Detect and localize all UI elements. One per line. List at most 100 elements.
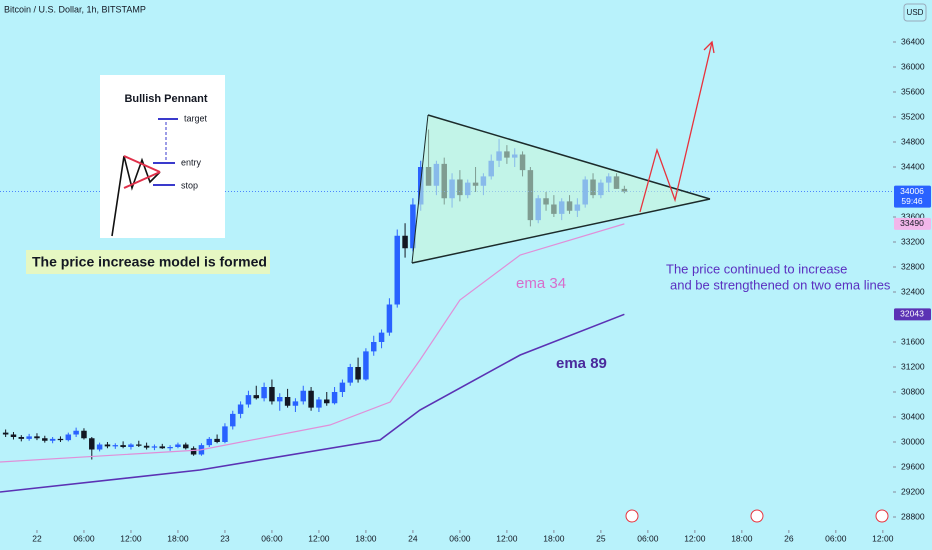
price-label-bg	[894, 308, 931, 321]
price-label: 32043	[900, 309, 924, 319]
candle-body	[167, 447, 173, 449]
event-icon[interactable]	[750, 509, 764, 523]
ema-line	[0, 223, 625, 463]
candle-body	[300, 390, 306, 402]
event-icon[interactable]	[875, 509, 889, 523]
candle-body	[34, 436, 40, 439]
y-tick-label: 34400	[901, 161, 925, 171]
candle-body	[49, 438, 56, 441]
candle-body	[42, 438, 48, 441]
x-tick-label: 24	[408, 533, 418, 543]
candle-body	[136, 444, 142, 446]
candle-body	[96, 444, 103, 450]
candle-body	[339, 382, 346, 392]
candle-body	[308, 390, 314, 408]
candle-body	[363, 351, 369, 380]
arrow-head	[703, 40, 715, 54]
y-tick-label: 35200	[901, 111, 925, 121]
x-tick-label: 12:00	[496, 533, 518, 543]
candle-body	[151, 446, 158, 448]
x-tick-label: 06:00	[825, 533, 847, 543]
candle-body	[190, 448, 197, 455]
x-tick-label: 18:00	[355, 533, 377, 543]
candle-body	[253, 395, 260, 399]
event-icon[interactable]	[625, 509, 639, 523]
pennant-fill	[412, 115, 710, 263]
candle-body	[206, 438, 213, 446]
y-tick-label: 34800	[901, 136, 925, 146]
y-tick-label: 35600	[901, 86, 925, 96]
candle-body	[292, 401, 299, 406]
x-tick-label: 06:00	[637, 533, 659, 543]
candle-body	[104, 444, 111, 447]
y-tick-label: 32800	[901, 261, 925, 271]
x-tick-label: 12:00	[120, 533, 142, 543]
y-tick-label: 29200	[901, 486, 925, 496]
x-tick-label: 18:00	[167, 533, 189, 543]
model-note-bg	[26, 250, 270, 274]
x-tick-label: 23	[220, 533, 230, 543]
candle-body	[269, 387, 275, 402]
y-tick-label: 30000	[901, 436, 925, 446]
x-tick-label: 26	[784, 533, 794, 543]
price-label-bg	[894, 185, 931, 208]
candle-body	[261, 387, 267, 399]
candle-body	[230, 413, 236, 427]
price-label: 33490	[900, 218, 924, 228]
x-tick-label: 18:00	[731, 533, 753, 543]
candle-body	[175, 444, 181, 447]
inset-upper	[123, 155, 161, 173]
y-tick-label: 31200	[901, 361, 925, 371]
candle-body	[2, 432, 9, 435]
currency: USD	[907, 8, 924, 17]
inset-title: Bullish Pennant	[124, 93, 207, 105]
candle-body	[284, 397, 291, 406]
y-tick-label: 31600	[901, 336, 925, 346]
chart-title: Bitcoin / U.S. Dollar, 1h, BITSTAMP	[4, 4, 146, 14]
candle-body	[73, 430, 79, 435]
y-tick-label: 36000	[901, 61, 925, 71]
candle-body	[214, 438, 220, 442]
inset-stop: stop	[181, 180, 198, 190]
candle-body	[143, 445, 150, 448]
ema34-label: ema 34	[516, 275, 566, 292]
countdown: 59:46	[901, 196, 923, 206]
forecast-arrow	[639, 41, 713, 213]
y-tick-label: 33600	[901, 211, 925, 221]
candle-body	[370, 342, 377, 352]
x-tick-label: 06:00	[449, 533, 471, 543]
candle-body	[57, 438, 64, 441]
candle-body	[237, 404, 244, 414]
currency-box[interactable]	[903, 3, 927, 22]
candle-body	[222, 426, 228, 442]
candle-body	[316, 399, 322, 408]
y-tick-label: 28800	[901, 511, 925, 521]
candle-body	[324, 399, 330, 404]
candle-body	[18, 437, 25, 439]
x-tick-label: 12:00	[684, 533, 706, 543]
inset-lower	[123, 171, 161, 189]
y-tick-label: 29600	[901, 461, 925, 471]
ema-line	[0, 313, 625, 493]
x-tick-label: 22	[32, 533, 42, 543]
candle-body	[120, 445, 126, 447]
x-tick-label: 12:00	[872, 533, 894, 543]
candle-body	[378, 332, 385, 342]
inset-price	[111, 155, 161, 237]
x-tick-label: 25	[596, 533, 606, 543]
candle-body	[89, 438, 95, 450]
candle-body	[81, 430, 87, 439]
candle-body	[65, 434, 72, 441]
candle-body	[10, 434, 17, 437]
continue-note-2: and be strengthened on two ema lines	[670, 277, 891, 292]
y-tick-label: 33200	[901, 236, 925, 246]
y-tick-label: 36400	[901, 36, 925, 46]
candle-body	[159, 446, 166, 449]
candle-body	[386, 304, 393, 333]
candle-body	[277, 397, 283, 402]
x-tick-label: 18:00	[543, 533, 565, 543]
price-label: 34006	[900, 186, 924, 196]
candle-body	[128, 444, 134, 447]
candle-body	[183, 444, 189, 449]
